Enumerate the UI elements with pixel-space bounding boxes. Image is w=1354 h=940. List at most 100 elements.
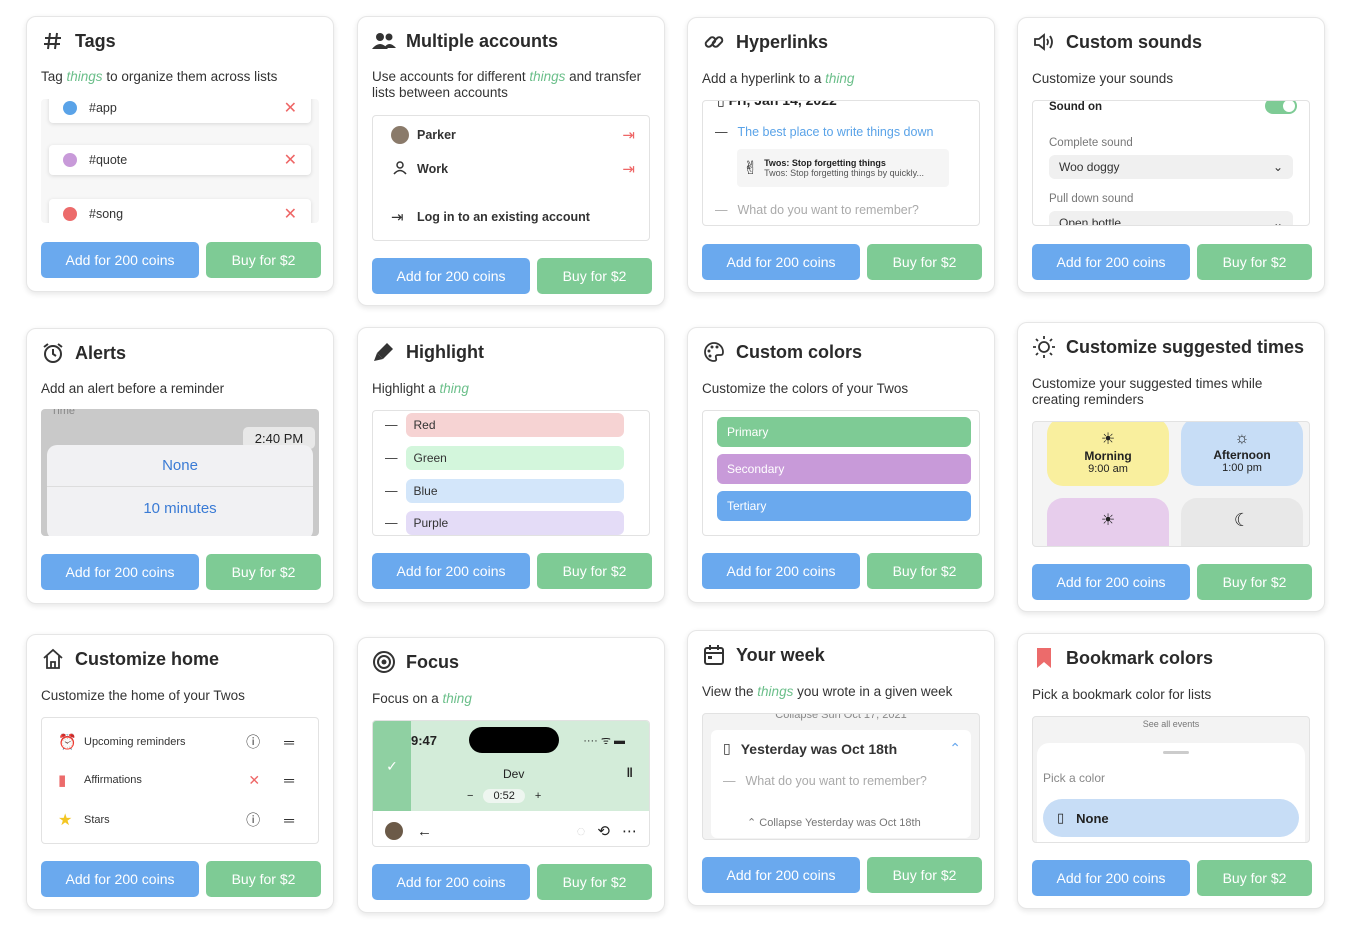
remove-icon[interactable]: ✕	[283, 100, 297, 117]
highlight-item[interactable]: — Blue	[385, 479, 624, 503]
color-secondary-button[interactable]: Secondary	[717, 454, 971, 484]
bookmark-option-none[interactable]: ▯ None	[1043, 799, 1299, 837]
drag-handle-icon[interactable]: ═	[284, 772, 294, 788]
see-all-events-link[interactable]: See all events	[1142, 719, 1200, 729]
alert-option[interactable]: 10 minutes	[143, 499, 217, 517]
drag-handle-icon[interactable]: ═	[284, 812, 294, 828]
hyperlink-text[interactable]: The best place to write things down	[737, 125, 934, 139]
collapse-link[interactable]: ⌃ Collapse Sun Oct 17, 2021	[763, 713, 907, 721]
add-for-coins-button[interactable]: Add for 200 coins	[1032, 564, 1190, 600]
color-tertiary-button[interactable]: Tertiary	[717, 491, 971, 521]
collapse-link[interactable]: ⌃ Collapse Yesterday was Oct 18th	[747, 817, 921, 829]
pull-sound-select[interactable]: Open bottle ⌄	[1049, 211, 1293, 225]
buy-button[interactable]: Buy for $2	[867, 244, 982, 280]
complete-sound-select[interactable]: Woo doggy ⌄	[1049, 155, 1293, 179]
card-title: Focus	[406, 651, 460, 672]
account-item[interactable]: Parker ⇥	[391, 124, 635, 146]
add-for-coins-button[interactable]: Add for 200 coins	[372, 864, 530, 900]
customize-home-header: Customize home	[41, 647, 219, 671]
sound-on-label: Sound on	[1049, 101, 1103, 113]
tag-color-dot	[63, 153, 77, 167]
suggested-times-header: Customize suggested times	[1032, 335, 1304, 359]
buy-button[interactable]: Buy for $2	[537, 553, 652, 589]
add-for-coins-button[interactable]: Add for 200 coins	[372, 553, 530, 589]
buy-button[interactable]: Buy for $2	[1197, 860, 1312, 896]
card-title: Bookmark colors	[1066, 647, 1214, 668]
switch-account-icon[interactable]: ⇥	[622, 161, 635, 178]
remove-icon[interactable]: ✕	[283, 206, 297, 223]
decrease-icon[interactable]: −	[467, 790, 474, 802]
buy-button[interactable]: Buy for $2	[206, 242, 321, 278]
hyperlinks-preview: ▯ Fri, Jan 14, 2022 — The best place to …	[702, 100, 980, 226]
remove-icon[interactable]: ✕	[283, 152, 297, 169]
time-value[interactable]: 2:40 PM	[243, 427, 315, 449]
login-item[interactable]: ⇥ Log in to an existing account	[391, 209, 590, 226]
add-for-coins-button[interactable]: Add for 200 coins	[1032, 244, 1190, 280]
highlight-item[interactable]: — Purple	[385, 511, 624, 535]
home-item[interactable]: ▮ Affirmations ✕ ═	[58, 771, 294, 790]
buy-button[interactable]: Buy for $2	[1197, 244, 1312, 280]
new-item-input[interactable]: — What do you want to remember?	[723, 774, 927, 788]
chevron-down-icon: ⌄	[1272, 160, 1283, 174]
list-item[interactable]: — The best place to write things down	[715, 125, 934, 139]
buy-button[interactable]: Buy for $2	[537, 258, 652, 294]
color-primary-button[interactable]: Primary	[717, 417, 971, 447]
moon-icon: ☾	[1233, 510, 1251, 530]
accounts-card: Multiple accounts Use accounts for diffe…	[357, 16, 665, 306]
info-icon[interactable]: ⓘ	[246, 812, 261, 828]
add-for-coins-button[interactable]: Add for 200 coins	[702, 244, 860, 280]
highlight-item[interactable]: — Red	[385, 413, 624, 437]
pause-icon[interactable]: ǁ	[626, 765, 633, 780]
buy-button[interactable]: Buy for $2	[867, 857, 982, 893]
add-for-coins-button[interactable]: Add for 200 coins	[41, 242, 199, 278]
buy-button[interactable]: Buy for $2	[1197, 564, 1312, 600]
buy-button[interactable]: Buy for $2	[537, 864, 652, 900]
history-icon[interactable]: ⟲	[597, 823, 610, 840]
sounds-preview: Sound on Complete sound Woo doggy ⌄ Pull…	[1032, 100, 1310, 226]
timer-value[interactable]: 0:52	[483, 789, 525, 803]
more-icon[interactable]: ⋯	[622, 823, 637, 840]
check-icon[interactable]: ✓	[386, 757, 398, 774]
info-icon[interactable]: ⓘ	[246, 734, 261, 750]
time-card-night[interactable]: ☾	[1181, 498, 1303, 546]
buy-button[interactable]: Buy for $2	[206, 861, 321, 897]
account-item[interactable]: Work ⇥	[391, 158, 635, 180]
tag-row[interactable]: #app ✕	[49, 99, 311, 123]
increase-icon[interactable]: +	[534, 790, 542, 802]
drag-handle-icon[interactable]: ═	[284, 734, 294, 750]
buy-button[interactable]: Buy for $2	[867, 553, 982, 589]
time-card-evening[interactable]: ☀	[1047, 498, 1169, 546]
tag-row[interactable]: #song ✕	[49, 199, 311, 223]
alert-option[interactable]: None	[47, 445, 313, 487]
switch-account-icon[interactable]: ⇥	[622, 127, 635, 144]
sound-toggle[interactable]	[1265, 101, 1297, 114]
day-header[interactable]: ▯ Yesterday was Oct 18th ⌃	[723, 740, 961, 757]
status-icons: ···· ᯤ ▬	[583, 735, 625, 747]
buy-button[interactable]: Buy for $2	[206, 554, 321, 590]
add-for-coins-button[interactable]: Add for 200 coins	[702, 553, 860, 589]
sheet-handle[interactable]	[1163, 751, 1189, 754]
home-item[interactable]: ⏰ Upcoming reminders ⓘ ═	[58, 734, 294, 751]
add-for-coins-button[interactable]: Add for 200 coins	[372, 258, 530, 294]
remove-icon[interactable]: ✕	[248, 771, 261, 788]
link-preview[interactable]: ✌ Twos: Stop forgetting things Twos: Sto…	[737, 149, 949, 187]
add-for-coins-button[interactable]: Add for 200 coins	[1032, 860, 1190, 896]
add-for-coins-button[interactable]: Add for 200 coins	[41, 554, 199, 590]
focus-toolbar: ← ◌ ⟲ ⋯	[385, 819, 637, 843]
accounts-header: Multiple accounts	[372, 29, 558, 53]
people-icon	[372, 29, 396, 53]
chevron-up-icon[interactable]: ⌃	[949, 740, 961, 756]
home-item[interactable]: ★ Stars ⓘ ═	[58, 812, 294, 829]
timer-stepper[interactable]: − 0:52 +	[467, 789, 541, 803]
highlight-item[interactable]: — Green	[385, 446, 624, 470]
new-item-input[interactable]: — What do you want to remember?	[715, 203, 919, 217]
back-arrow-icon[interactable]: ←	[417, 822, 432, 840]
alarm-clock-icon: ⏰	[58, 734, 77, 751]
tag-row[interactable]: #quote ✕	[49, 145, 311, 175]
add-for-coins-button[interactable]: Add for 200 coins	[41, 861, 199, 897]
add-for-coins-button[interactable]: Add for 200 coins	[702, 857, 860, 893]
calendar-icon	[702, 643, 726, 667]
time-card-afternoon[interactable]: ☼ Afternoon 1:00 pm	[1181, 422, 1303, 486]
time-card-morning[interactable]: ☀ Morning 9:00 am	[1047, 422, 1169, 486]
phone-notch	[469, 727, 559, 753]
